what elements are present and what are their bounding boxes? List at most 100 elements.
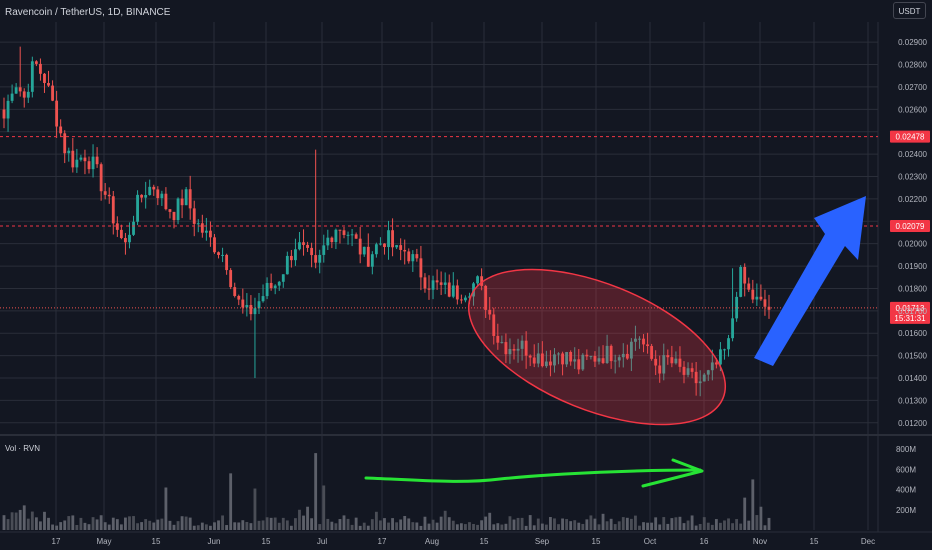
volume-bar bbox=[411, 522, 415, 530]
candle-body bbox=[51, 85, 54, 101]
volume-bar bbox=[338, 519, 342, 530]
volume-bar bbox=[334, 523, 338, 530]
candle-body bbox=[484, 285, 488, 310]
volume-bar bbox=[160, 518, 164, 530]
candle-body bbox=[43, 73, 46, 83]
volume-bar bbox=[111, 517, 115, 530]
volume-bar bbox=[99, 515, 103, 530]
currency-button[interactable]: USDT bbox=[893, 2, 926, 19]
volume-bar bbox=[540, 523, 544, 530]
volume-bar bbox=[407, 518, 411, 530]
candle-body bbox=[439, 282, 443, 285]
volume-bar bbox=[743, 497, 747, 530]
volume-bar bbox=[492, 524, 496, 530]
volume-bar bbox=[480, 520, 484, 530]
volume-bar bbox=[213, 522, 216, 530]
candle-body bbox=[646, 344, 649, 347]
volume-bar bbox=[589, 515, 593, 530]
candle-body bbox=[152, 186, 156, 190]
candle-body bbox=[500, 342, 504, 344]
price-tick-label: 0.02300 bbox=[898, 173, 927, 182]
volume-bar bbox=[593, 518, 597, 530]
volume-bar bbox=[156, 519, 160, 530]
volume-bar bbox=[192, 525, 196, 530]
candle-body bbox=[306, 244, 309, 248]
candle-body bbox=[650, 346, 654, 359]
candle-body bbox=[557, 353, 560, 355]
candles bbox=[2, 46, 771, 397]
volume-bar bbox=[565, 519, 569, 530]
candle-body bbox=[192, 208, 196, 224]
volume-bar bbox=[731, 523, 734, 530]
candle-body bbox=[225, 254, 229, 271]
volume-bar bbox=[322, 485, 326, 530]
candle-body bbox=[395, 245, 399, 248]
volume-bar bbox=[22, 505, 26, 530]
candle-body bbox=[569, 351, 573, 362]
green-trend-arrow-icon bbox=[364, 468, 702, 483]
candle-body bbox=[326, 237, 330, 246]
volume-bar bbox=[277, 522, 281, 530]
candle-body bbox=[111, 196, 115, 224]
candle-body bbox=[164, 193, 168, 210]
volume-bar bbox=[702, 517, 706, 530]
candle-body bbox=[532, 357, 536, 364]
volume-bar bbox=[51, 524, 54, 530]
volume-bar bbox=[581, 523, 585, 530]
candle-body bbox=[698, 381, 702, 384]
volume-bar bbox=[496, 523, 500, 530]
candle-body bbox=[370, 254, 374, 267]
volume-bar bbox=[128, 516, 131, 530]
candle-body bbox=[435, 280, 439, 283]
candle-body bbox=[638, 338, 641, 340]
volume-bar bbox=[83, 522, 87, 530]
volume-bar bbox=[168, 520, 172, 530]
candle-body bbox=[156, 189, 160, 199]
candle-body bbox=[617, 357, 621, 361]
volume-bar bbox=[476, 524, 479, 530]
volume-bar bbox=[763, 525, 767, 530]
volume-bar bbox=[346, 518, 350, 530]
candle-body bbox=[277, 281, 281, 286]
volume-bar bbox=[557, 524, 560, 530]
volume-bar bbox=[431, 519, 435, 530]
volume-bar bbox=[544, 524, 548, 530]
volume-bar bbox=[103, 522, 107, 530]
volume-bar bbox=[638, 525, 641, 530]
candle-body bbox=[253, 308, 257, 315]
volume-bar bbox=[330, 521, 334, 530]
candle-body bbox=[407, 251, 411, 262]
candle-body bbox=[95, 156, 99, 165]
volume-bar bbox=[735, 519, 739, 530]
volume-bar bbox=[629, 518, 633, 530]
candle-body bbox=[577, 359, 581, 370]
candle-body bbox=[488, 309, 492, 315]
volume-bar bbox=[739, 523, 743, 530]
volume-bar bbox=[257, 520, 261, 530]
volume-bar bbox=[269, 517, 273, 530]
candle-body bbox=[188, 189, 192, 209]
time-tick-label: 17 bbox=[378, 537, 387, 546]
candle-body bbox=[310, 247, 314, 256]
candle-body bbox=[605, 345, 609, 364]
candle-body bbox=[374, 244, 378, 255]
volume-bar bbox=[621, 517, 625, 530]
candle-body bbox=[573, 359, 577, 362]
candle-body bbox=[714, 362, 718, 365]
volume-bar bbox=[362, 522, 366, 530]
volume-bar bbox=[573, 520, 577, 530]
candle-body bbox=[403, 249, 407, 252]
candle-body bbox=[399, 245, 403, 250]
candle-body bbox=[565, 351, 569, 365]
grid-lines bbox=[0, 22, 878, 530]
candle-body bbox=[755, 296, 759, 300]
volume-bar bbox=[605, 521, 609, 530]
volume-bar bbox=[176, 521, 180, 530]
candle-body bbox=[47, 82, 50, 86]
candle-body bbox=[180, 198, 184, 206]
volume-bar bbox=[706, 522, 710, 530]
time-tick-label: Dec bbox=[861, 537, 875, 546]
candle-body bbox=[427, 288, 431, 290]
